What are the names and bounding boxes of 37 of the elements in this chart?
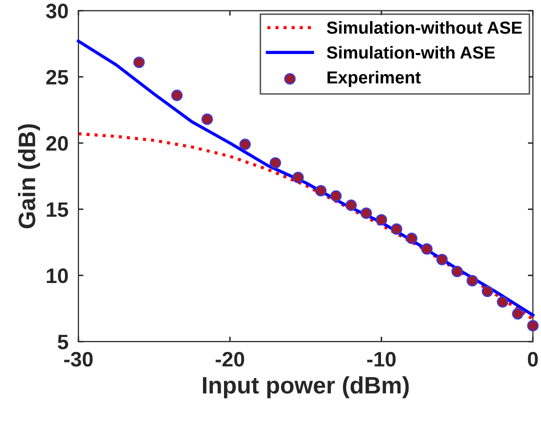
point (239, 138, 251, 150)
point (466, 275, 478, 286)
x-tick-label: -20 (216, 352, 244, 367)
x-axis-title: Input power (dBm) (202, 376, 409, 398)
point (360, 207, 372, 219)
point (133, 56, 145, 68)
point (496, 296, 508, 308)
legend-label: Simulation-without ASE (326, 21, 522, 34)
point (315, 184, 327, 196)
y-tick-label: 30 (46, 4, 68, 18)
y-tick-label: 10 (46, 268, 68, 284)
point (512, 308, 524, 320)
y-tick-label: 20 (46, 136, 68, 151)
point (527, 320, 539, 332)
point (292, 172, 304, 184)
point (171, 90, 183, 102)
y-tick-label: 5 (58, 334, 68, 350)
x-tick-label: -30 (64, 352, 93, 367)
point (270, 157, 282, 169)
point (451, 266, 463, 278)
point (390, 223, 402, 235)
point (421, 243, 433, 255)
x-tick-label: 0 (528, 352, 538, 367)
y-tick-label: 25 (46, 70, 68, 85)
point (436, 254, 448, 266)
point (376, 214, 388, 226)
line-series (76, 40, 534, 317)
point (330, 190, 342, 202)
point (406, 232, 418, 244)
y-tick-label: 15 (46, 202, 68, 217)
point (202, 114, 213, 125)
point (482, 286, 494, 298)
y-axis-title: Gain (dB) (18, 124, 40, 228)
x-tick-label: -10 (367, 352, 396, 367)
point (345, 200, 357, 211)
legend-label: Simulation-with ASE (326, 46, 495, 59)
legend-label: Experiment (328, 70, 421, 88)
